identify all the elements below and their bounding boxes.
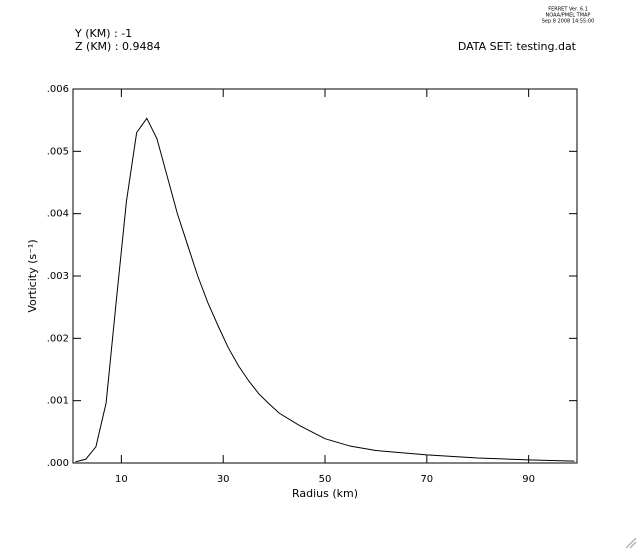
y-tick-label: .003 <box>47 271 69 282</box>
y-axis-label: Vorticity (s⁻¹) <box>26 239 39 312</box>
header-line: NOAA/PMEL TMAP <box>546 13 591 19</box>
y-tick-label: .005 <box>47 146 69 157</box>
annotation: Y (KM) : -1 <box>74 27 132 40</box>
y-tick-label: .001 <box>47 396 69 407</box>
plot-frame <box>72 88 578 464</box>
x-tick-label: 30 <box>217 474 230 485</box>
y-tick-label: .000 <box>47 458 69 469</box>
x-tick-label: 90 <box>522 474 535 485</box>
y-tick-label: .002 <box>47 333 69 344</box>
data-line <box>75 117 575 463</box>
annotation: Z (KM) : 0.9484 <box>75 40 161 53</box>
dataset-label: DATA SET: testing.dat <box>458 40 577 53</box>
resize-grip <box>625 537 637 549</box>
x-axis-label: Radius (km) <box>292 487 358 500</box>
header-line: Sep 8 2008 14:55:00 <box>542 19 595 25</box>
y-tick-label: .006 <box>47 84 69 95</box>
x-tick-label: 70 <box>420 474 433 485</box>
x-tick-label: 50 <box>319 474 332 485</box>
header-line: FERRET Ver. 6.1 <box>548 7 588 13</box>
y-tick-label: .004 <box>47 209 69 220</box>
x-tick-label: 10 <box>115 474 128 485</box>
